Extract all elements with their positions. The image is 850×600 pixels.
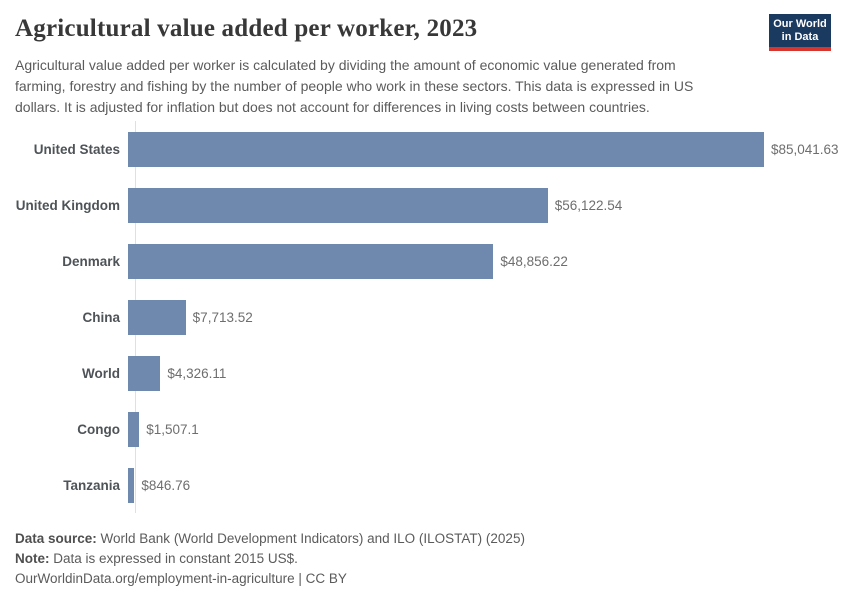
category-label: United Kingdom (15, 197, 120, 213)
value-label: $7,713.52 (192, 309, 253, 325)
value-label: $48,856.22 (500, 253, 568, 269)
note-text: Data is expressed in constant 2015 US$. (49, 551, 298, 566)
category-label: Denmark (62, 253, 120, 269)
bar[interactable] (128, 411, 140, 447)
bar-row: Congo $1,507.1 (15, 401, 835, 457)
category-label: World (82, 365, 120, 381)
owid-logo[interactable]: Our World in Data (769, 14, 831, 51)
value-label: $56,122.54 (554, 197, 623, 213)
category-label: Congo (77, 421, 120, 437)
citation-line: OurWorldinData.org/employment-in-agricul… (15, 569, 835, 589)
data-source-line: Data source: World Bank (World Developme… (15, 529, 835, 549)
subtitle-line: Agricultural value added per worker is c… (15, 57, 676, 73)
subtitle-line: farming, forestry and fishing by the num… (15, 78, 694, 94)
data-source-label: Data source: (15, 531, 97, 546)
bar-row: World $4,326.11 (15, 345, 835, 401)
value-label: $1,507.1 (146, 421, 199, 437)
value-label: $85,041.63 (771, 141, 839, 157)
bar[interactable] (128, 467, 135, 503)
category-label: China (82, 309, 120, 325)
bar-row: Tanzania $846.76 (15, 457, 835, 513)
category-label: Tanzania (63, 477, 120, 493)
category-label: United States (33, 141, 120, 157)
bar[interactable] (128, 299, 186, 335)
bar-row: China $7,713.52 (15, 289, 835, 345)
chart-subtitle: Agricultural value added per worker is c… (15, 55, 835, 118)
data-source-text: World Bank (World Development Indicators… (96, 531, 525, 546)
bar[interactable] (128, 187, 548, 223)
page-title: Agricultural value added per worker, 202… (15, 15, 478, 42)
chart-footer: Data source: World Bank (World Developme… (15, 529, 835, 589)
owid-logo-line1: Our World (773, 17, 827, 30)
bar[interactable] (128, 243, 494, 279)
bar[interactable] (128, 355, 161, 391)
owid-logo-line2: in Data (781, 30, 819, 43)
bar-rows: United States $85,041.63 United Kingdom $56… (15, 121, 839, 513)
bar-row: United Kingdom $56,122.54 (15, 177, 835, 233)
value-label: $846.76 (141, 477, 191, 493)
citation-link[interactable]: OurWorldinData.org/employment-in-agricul… (15, 571, 295, 586)
note-label: Note: (15, 551, 50, 566)
bar-row: Denmark $48,856.22 (15, 233, 835, 289)
citation-license: | CC BY (294, 571, 347, 586)
bar-row: United States $85,041.63 (15, 121, 839, 177)
value-label: $4,326.11 (167, 365, 227, 381)
bar[interactable] (128, 131, 764, 167)
note-line: Note: Data is expressed in constant 2015… (15, 549, 835, 569)
bar-chart: United States $85,041.63 United Kingdom $56… (15, 121, 839, 513)
subtitle-line: dollars. It is adjusted for inflation bu… (15, 99, 650, 115)
